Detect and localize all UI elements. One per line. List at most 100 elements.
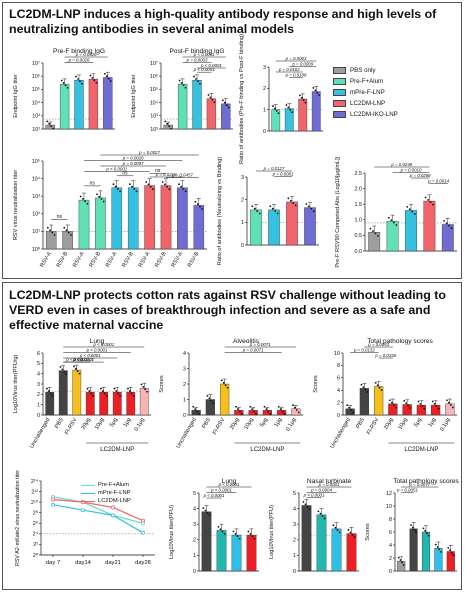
bar (127, 187, 139, 250)
data-point (353, 536, 356, 539)
data-point (334, 526, 337, 529)
data-point (220, 379, 223, 382)
chart-title: Alveolitis (233, 338, 260, 345)
data-point (78, 372, 81, 375)
bar (177, 187, 188, 250)
y-tick-label: 2¹² (31, 489, 38, 495)
data-point (196, 203, 199, 206)
bar (231, 534, 242, 572)
data-point (107, 77, 110, 80)
data-point (53, 234, 56, 236)
data-point (389, 399, 391, 402)
data-point (210, 399, 213, 402)
data-point (413, 529, 416, 531)
data-point (255, 413, 257, 415)
chart-title: Total pathology scores (393, 478, 459, 485)
p-value: p < 0.0001 (86, 348, 108, 353)
legend-item: PBS only (333, 65, 398, 76)
y-axis-label: Log10Virus titer(PFU/g) (13, 355, 19, 414)
y-tick-label: 3 (193, 522, 196, 528)
p-value: p = 0.0077 (408, 482, 430, 487)
data-point (130, 392, 133, 395)
data-point (103, 72, 106, 75)
data-point (283, 413, 286, 415)
x-tick-label: RSV-B (56, 251, 70, 269)
data-point (351, 533, 354, 536)
y-tick-label: 0 (263, 129, 266, 135)
y-tick-label: 2² (33, 542, 38, 548)
y-tick-label: 2⁶ (33, 521, 38, 527)
data-point (429, 201, 432, 204)
x-tick-label: FI-RSV (212, 417, 226, 436)
p-value: p = 0.0081 (272, 172, 294, 177)
legend-swatch (333, 100, 346, 107)
data-point (63, 370, 66, 373)
data-point (59, 366, 62, 368)
data-point (306, 505, 309, 508)
legend-item: LC2DM-LNP (333, 98, 398, 109)
legend-label: LC2DM-IKO-LNP (350, 111, 398, 118)
data-point (128, 390, 131, 392)
legend-line (81, 492, 95, 494)
data-point (133, 188, 136, 190)
data-point (182, 84, 185, 87)
maternal-nasal-chart: Nasal turbinate 0 1 2 3 4 5 Log10Virus titer(PF… (269, 478, 359, 575)
data-point (92, 394, 94, 397)
data-point (299, 94, 301, 97)
data-point (113, 387, 116, 390)
p-value: p = 0.0051 (396, 488, 418, 493)
y-tick-label: 10² (32, 212, 40, 218)
ratio-prepost-chart: 0 1 2 3 Ratio of antibodies (Pre-F binding v… (239, 34, 323, 164)
y-tick-label: 5 (37, 361, 40, 367)
data-point (67, 231, 70, 234)
p-value: p = 0.0026 (68, 58, 90, 63)
bar (45, 231, 57, 250)
y-tick-label: 4 (193, 506, 196, 512)
y-tick-label: 10² (32, 127, 40, 133)
y-tick-label: 2 (389, 556, 392, 562)
data-point (321, 515, 324, 517)
data-point (392, 221, 395, 224)
data-point (149, 185, 152, 188)
y-tick-label: 10¹ (32, 229, 40, 235)
x-tick-label: day14 (75, 560, 92, 566)
bar (58, 370, 68, 416)
bar (250, 209, 262, 246)
data-point (48, 122, 51, 125)
data-point (211, 98, 214, 101)
bar (74, 79, 84, 130)
data-point (350, 409, 352, 411)
y-tick-label: 0.5 (355, 233, 363, 239)
data-point (443, 219, 445, 222)
bar (388, 403, 398, 416)
data-point (377, 234, 379, 237)
data-point (144, 388, 147, 391)
ns-label: ns (90, 180, 96, 186)
bar (421, 531, 431, 572)
series-point (140, 518, 145, 523)
data-point (142, 386, 145, 388)
lung-titer-chart: Lung 0 1 2 3 4 5 6 Log10Virus titer(PFU/g) Unchal… (13, 338, 151, 453)
data-point (310, 207, 313, 210)
y-tick-label: 8 (389, 517, 392, 523)
data-point (424, 529, 427, 532)
series-point (140, 530, 145, 535)
data-point (79, 80, 81, 83)
y-tick-label: 10³ (32, 114, 40, 120)
x-tick-label: 1μg (273, 417, 283, 428)
y-tick-label: 6 (37, 351, 40, 357)
p-value: p < 0.0001 (303, 492, 325, 497)
data-point (70, 234, 72, 236)
data-point (451, 406, 454, 409)
bar (192, 79, 202, 130)
bar (268, 209, 280, 246)
y-tick-label: 1.0 (355, 218, 363, 224)
y-axis-label: Log10Virus titer(PFU) (269, 505, 275, 559)
data-point (304, 101, 307, 104)
legend-label: Pre-F+Alum (98, 482, 130, 488)
x-tick-label: day 7 (46, 560, 60, 566)
data-point (273, 107, 276, 110)
data-point (275, 109, 278, 112)
y-tick-label: 10⁴ (32, 176, 41, 182)
y-axis-label: RSV A2-mKate2 virus neutralization titer (15, 470, 21, 566)
